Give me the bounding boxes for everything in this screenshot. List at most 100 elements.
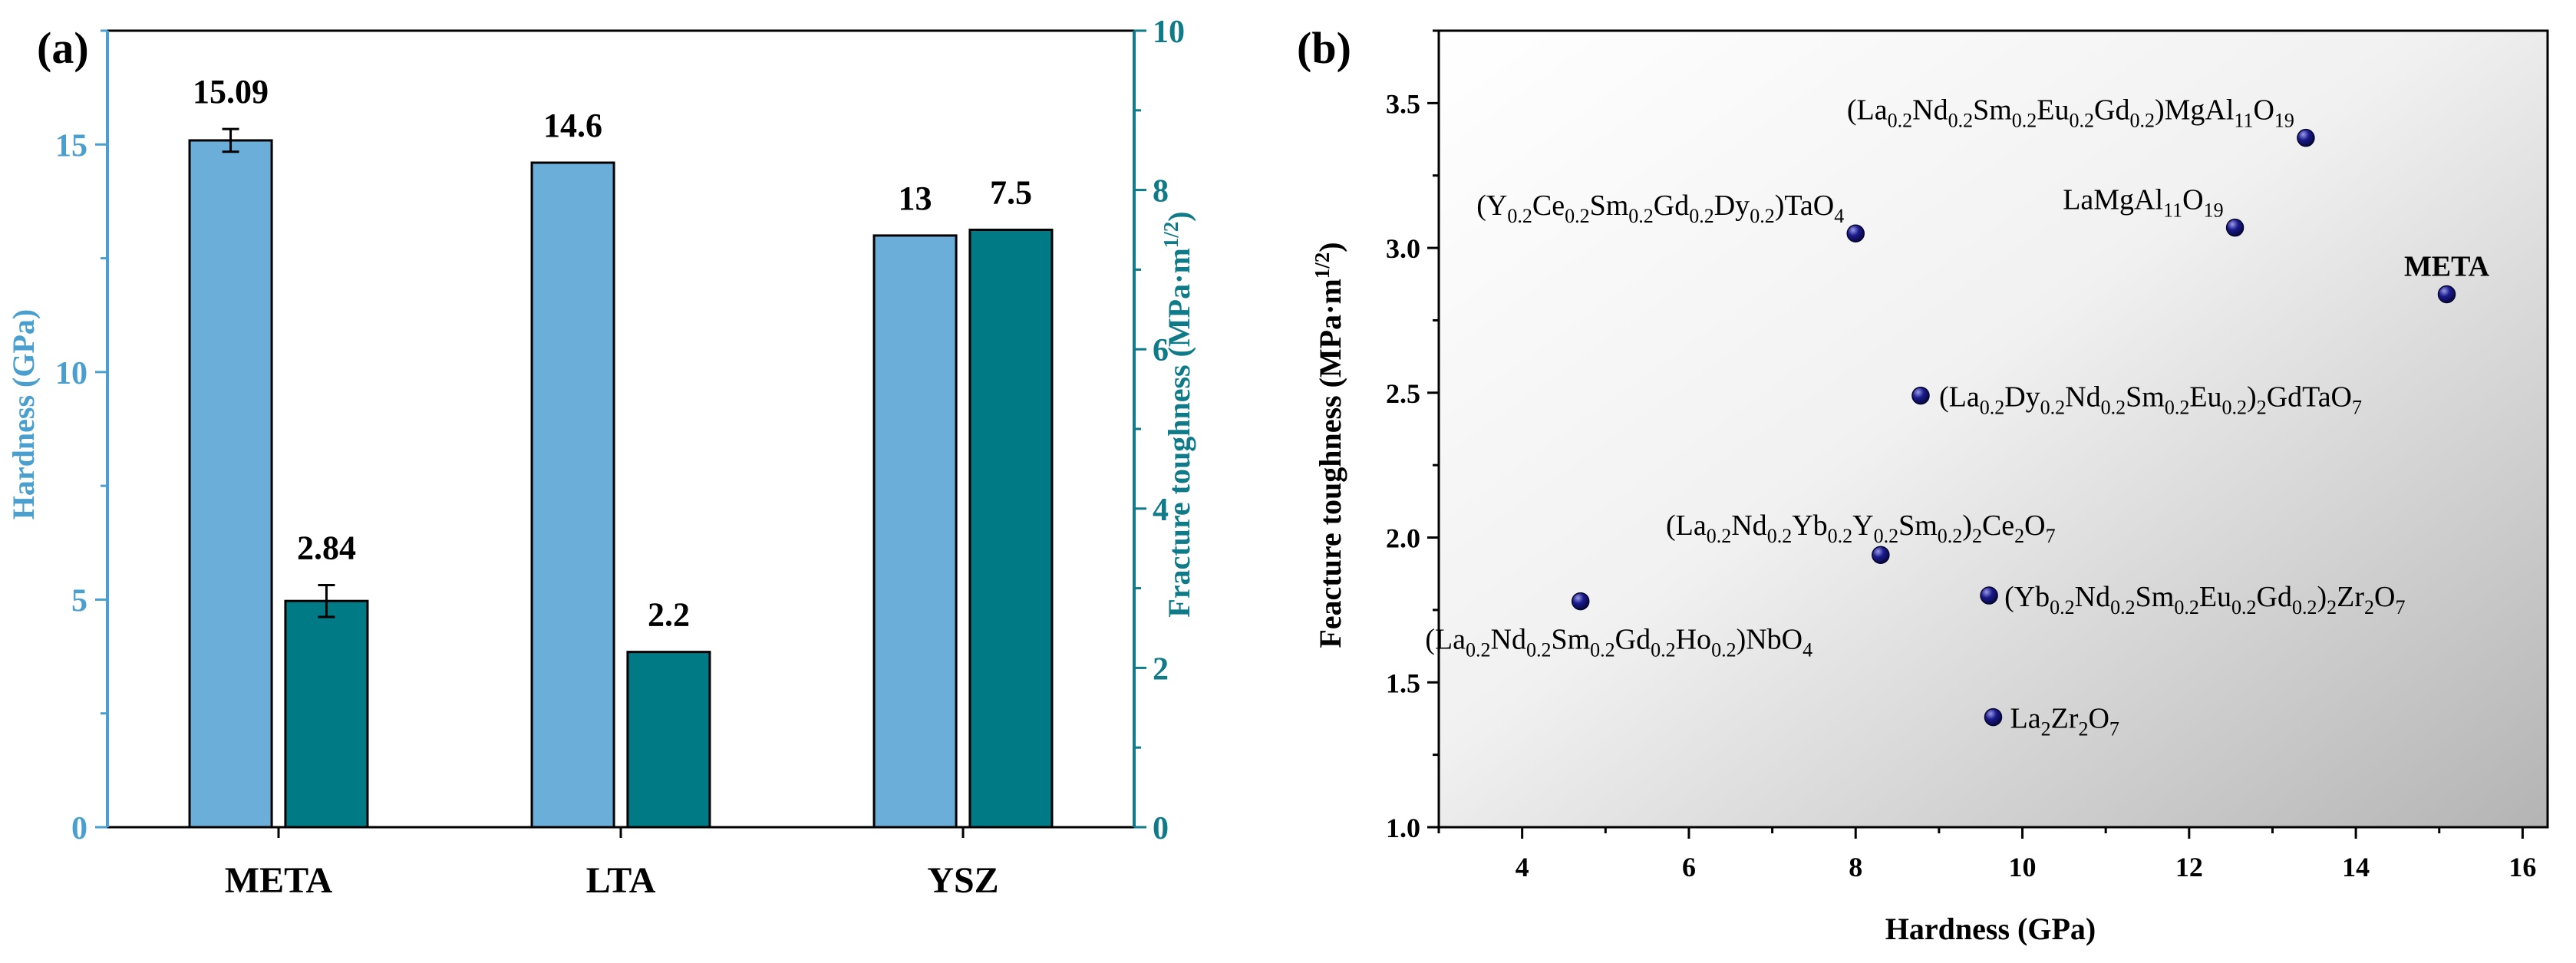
label-text: Ce [1982, 510, 2014, 542]
label-subscript: 0.2 [2231, 596, 2257, 618]
y-axis-tick-label: 1.5 [1386, 668, 1420, 698]
label-subscript: 7 [2109, 718, 2119, 740]
panel-b-y-axis-title-close: ) [1313, 242, 1347, 252]
label-subscript: 19 [2204, 200, 2224, 222]
label-text: ) [2247, 381, 2257, 414]
label-subscript: 11 [2163, 200, 2182, 222]
scatter-point-4 [2437, 285, 2456, 304]
label-text: Dy [2004, 381, 2040, 414]
label-text: ) [2317, 581, 2327, 613]
label-subscript: 0.2 [2292, 596, 2317, 618]
scatter-point-5 [1911, 386, 1930, 405]
label-text: Sm [1898, 510, 1938, 542]
label-text: Eu [2189, 381, 2221, 414]
scatter-point-7 [1571, 592, 1590, 611]
label-subscript: 7 [2395, 596, 2405, 618]
value-label-hardness-lta: 14.6 [543, 107, 602, 144]
panel-b-y-axis-ticks: 1.0 1.5 2.0 2.5 3.0 3.5 [1386, 29, 1439, 843]
label-text: Nd [1912, 94, 1948, 127]
label-text: Sm [2136, 581, 2175, 613]
label-subscript: 0.2 [1828, 525, 1853, 547]
x-axis-tick-label: 10 [2009, 852, 2037, 882]
label-subscript: 7 [2352, 397, 2362, 419]
value-label-hardness-ysz: 13 [899, 180, 932, 217]
label-text: (La [1939, 381, 1980, 414]
value-label-fracture-toughness-ysz: 7.5 [990, 174, 1032, 212]
label-text: Nd [2075, 581, 2110, 613]
panel-a-right-axis-ticks: 0 2 4 6 8 10 [1133, 15, 1185, 846]
label-subscript: 0.2 [2222, 397, 2248, 419]
point-label-2: LaMgAl11O19 [2063, 184, 2223, 222]
label-text: Zr [2337, 581, 2364, 613]
label-subscript: 7 [2046, 525, 2056, 547]
label-text: (La [1666, 510, 1707, 542]
panel-a-bar-chart: (a) 15.09 2.84 14.6 2.2 13 7.5 META LTA YSZ 0 5 1… [6, 15, 1196, 901]
panel-a-left-axis-title: Hardness (GPa) [6, 309, 41, 519]
right-axis-tick-label: 0 [1153, 811, 1169, 846]
label-subscript: 0.2 [1750, 205, 1775, 227]
left-axis-tick-label: 5 [71, 583, 87, 618]
label-text: La [2010, 703, 2041, 735]
panel-a-error-bars [222, 127, 335, 618]
bar-hardness-meta [188, 139, 273, 829]
label-subscript: 0.2 [2165, 397, 2190, 419]
panel-b-point-labels: (La0.2Nd0.2Sm0.2Eu0.2Gd0.2)MgAl11O19 LaMg… [1425, 94, 2489, 740]
panel-b-y-axis-title: Feacture toughness (MPa·m1/2) [1311, 242, 1347, 648]
label-subscript: 0.2 [1874, 525, 1899, 547]
label-subscript: 0.2 [1767, 525, 1793, 547]
x-axis-tick-label: 16 [2508, 852, 2536, 882]
label-text: Zr [2051, 703, 2079, 735]
label-subscript: 0.2 [1980, 397, 2005, 419]
scatter-point-6 [1872, 546, 1890, 564]
panel-b-y-axis-title-exp: 1/2 [1311, 252, 1334, 279]
label-subscript: 2 [2364, 596, 2374, 618]
label-subscript: 0.2 [2012, 110, 2037, 132]
label-text: (Yb [2004, 581, 2050, 613]
label-subscript: 0.2 [1888, 110, 1913, 132]
label-subscript: 0.2 [2040, 397, 2066, 419]
label-subscript: 0.2 [2174, 596, 2199, 618]
error-bar-hardness-meta [222, 127, 239, 153]
label-subscript: 0.2 [1466, 639, 1491, 661]
label-subscript: 0.2 [1565, 205, 1590, 227]
scatter-point-3 [1846, 224, 1865, 242]
label-subscript: 2 [2078, 718, 2088, 740]
label-text: Gd [1654, 190, 1689, 222]
point-label-5: (La0.2Dy0.2Nd0.2Sm0.2Eu0.2)2GdTaO7 [1939, 381, 2362, 419]
panel-b-label: (b) [1297, 23, 1351, 73]
error-bar-fracture-toughness-meta [318, 583, 335, 618]
panel-b-scatter-chart: (b) (La0.2Nd0.2Sm0.2Eu0.2Gd0.2)MgAl11O19… [1297, 23, 2549, 946]
left-axis-tick-label: 10 [55, 356, 87, 391]
point-label-8: (Yb0.2Nd0.2Sm0.2Eu0.2Gd0.2)2Zr2O7 [2004, 581, 2405, 618]
label-subscript: 2 [2327, 596, 2337, 618]
label-text: Y [1852, 510, 1873, 542]
label-text: Sm [1551, 624, 1590, 656]
label-subscript: 2 [2041, 718, 2051, 740]
label-text: O [2374, 581, 2395, 613]
label-text: LaMgAl [2063, 184, 2163, 216]
label-text: Gd [1615, 624, 1651, 656]
label-text: Sm [2126, 381, 2165, 414]
x-axis-tick-label: 8 [1849, 852, 1862, 882]
label-subscript: 2 [1972, 525, 1982, 547]
panel-a-x-tick-labels: META LTA YSZ [225, 827, 999, 901]
label-text: Ce [1532, 190, 1565, 222]
label-text: Nd [2065, 381, 2100, 414]
label-text: Eu [2199, 581, 2231, 613]
point-label-1: (La0.2Nd0.2Sm0.2Eu0.2Gd0.2)MgAl11O19 [1847, 94, 2294, 132]
label-text: Nd [1731, 510, 1766, 542]
label-text: Yb [1792, 510, 1827, 542]
label-subscript: 0.2 [2050, 596, 2075, 618]
label-subscript: 11 [2234, 110, 2253, 132]
panel-b-y-axis-title-main: Feacture toughness (MPa·m [1313, 279, 1347, 648]
y-axis-tick-label: 3.5 [1386, 88, 1420, 119]
label-text: (La [1847, 94, 1888, 127]
label-subscript: 4 [1834, 205, 1844, 227]
bar-fracture-toughness-ysz [968, 229, 1054, 829]
panel-a-right-axis-title-close: ) [1162, 211, 1196, 221]
left-axis-tick-label: 15 [55, 128, 87, 163]
label-subscript: 0.2 [1507, 205, 1532, 227]
bar-fracture-toughness-lta [626, 651, 711, 829]
point-label-6: (La0.2Nd0.2Yb0.2Y0.2Sm0.2)2Ce2O7 [1666, 510, 2056, 547]
label-subscript: 0.2 [1628, 205, 1654, 227]
